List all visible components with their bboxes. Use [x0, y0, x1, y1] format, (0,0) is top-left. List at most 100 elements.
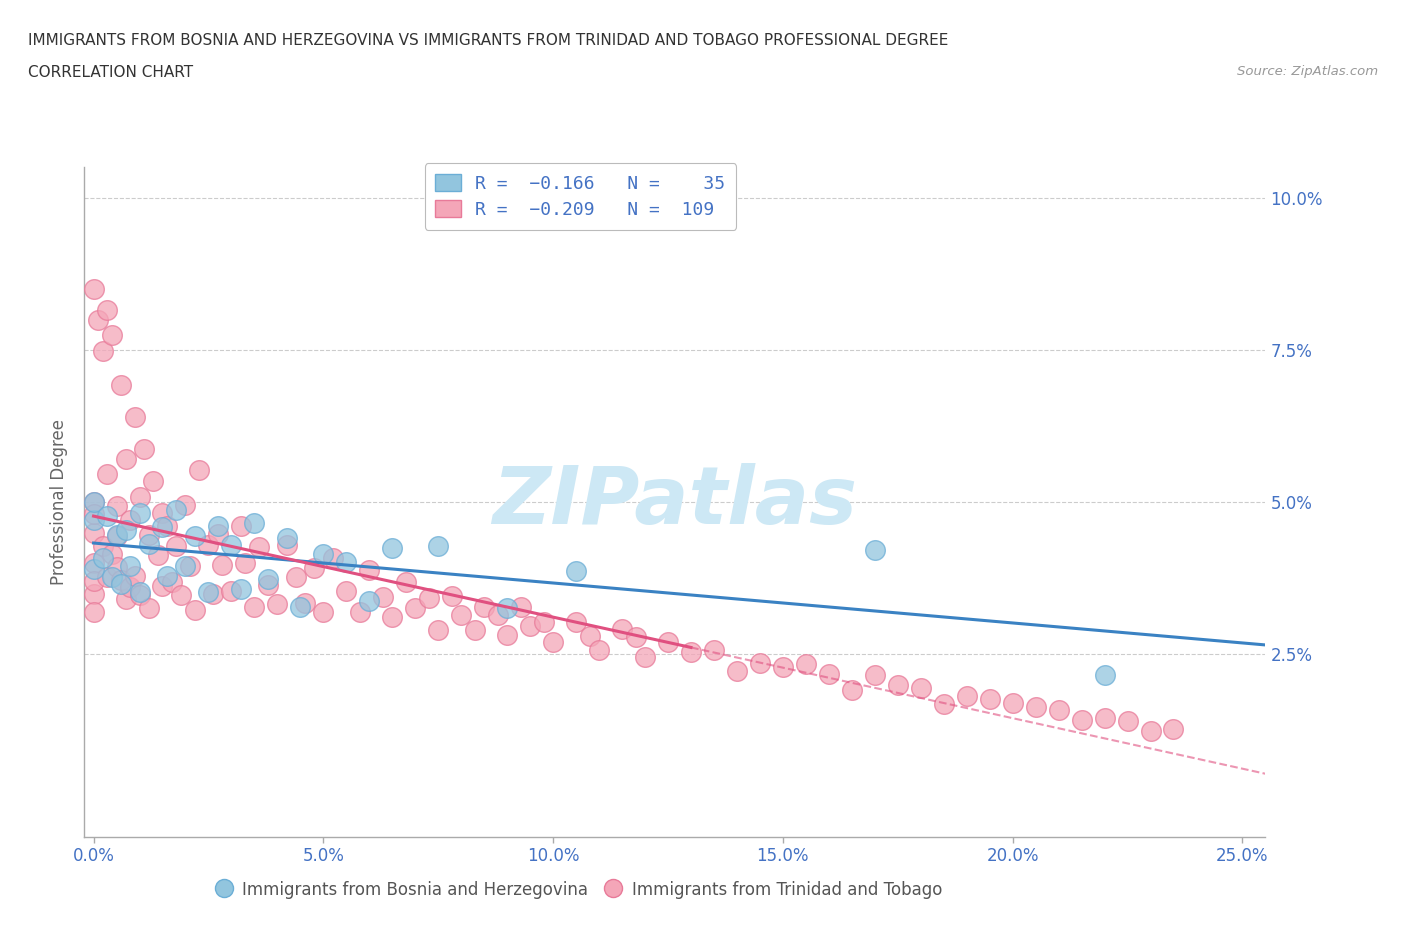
Point — [120, 559, 142, 574]
Point — [349, 604, 371, 619]
Point — [679, 644, 702, 659]
Point — [725, 664, 748, 679]
Point — [128, 490, 150, 505]
Point — [105, 498, 128, 513]
Point — [863, 668, 886, 683]
Point — [284, 569, 307, 584]
Point — [152, 578, 174, 593]
Point — [1047, 703, 1070, 718]
Point — [138, 601, 160, 616]
Point — [114, 451, 136, 466]
Point — [96, 508, 118, 523]
Point — [257, 578, 280, 592]
Point — [979, 692, 1001, 707]
Point — [381, 540, 404, 555]
Point — [404, 601, 426, 616]
Point — [610, 621, 633, 636]
Point — [156, 568, 179, 583]
Point — [290, 599, 312, 614]
Point — [229, 581, 252, 596]
Point — [207, 526, 229, 541]
Point — [312, 547, 335, 562]
Point — [565, 614, 588, 629]
Point — [565, 564, 588, 578]
Point — [101, 327, 124, 342]
Point — [887, 677, 910, 692]
Point — [120, 512, 142, 527]
Point — [142, 473, 165, 488]
Point — [1001, 696, 1024, 711]
Point — [87, 312, 110, 327]
Point — [841, 683, 863, 698]
Point — [221, 538, 243, 552]
Point — [657, 635, 679, 650]
Point — [96, 570, 118, 585]
Point — [83, 525, 105, 540]
Point — [128, 584, 150, 599]
Point — [83, 507, 105, 522]
Point — [302, 560, 325, 575]
Point — [188, 463, 211, 478]
Point — [624, 630, 647, 644]
Point — [120, 579, 142, 594]
Point — [83, 574, 105, 589]
Point — [91, 538, 114, 553]
Point — [243, 516, 266, 531]
Point — [105, 527, 128, 542]
Point — [146, 548, 169, 563]
Point — [197, 585, 219, 600]
Point — [83, 562, 105, 577]
Legend: Immigrants from Bosnia and Herzegovina, Immigrants from Trinidad and Tobago: Immigrants from Bosnia and Herzegovina, … — [212, 874, 949, 906]
Point — [294, 595, 316, 610]
Point — [183, 528, 205, 543]
Point — [359, 563, 381, 578]
Point — [418, 591, 440, 605]
Point — [486, 607, 509, 622]
Point — [748, 656, 770, 671]
Point — [128, 587, 150, 602]
Point — [932, 697, 955, 711]
Point — [83, 513, 105, 528]
Point — [165, 538, 187, 553]
Text: ZIPatlas: ZIPatlas — [492, 463, 858, 541]
Point — [197, 538, 219, 552]
Point — [533, 615, 555, 630]
Point — [541, 635, 564, 650]
Point — [114, 522, 136, 537]
Point — [910, 681, 932, 696]
Point — [510, 599, 533, 614]
Point — [105, 559, 128, 574]
Text: Source: ZipAtlas.com: Source: ZipAtlas.com — [1237, 65, 1378, 78]
Point — [138, 528, 160, 543]
Point — [114, 591, 136, 606]
Point — [110, 378, 132, 392]
Point — [1070, 712, 1092, 727]
Text: CORRELATION CHART: CORRELATION CHART — [28, 65, 193, 80]
Point — [276, 538, 298, 552]
Point — [211, 558, 233, 573]
Point — [83, 495, 105, 510]
Point — [105, 529, 128, 544]
Point — [83, 586, 105, 601]
Point — [83, 495, 105, 510]
Point — [179, 559, 201, 574]
Y-axis label: Professional Degree: Professional Degree — [51, 419, 69, 585]
Point — [1094, 668, 1116, 683]
Point — [956, 688, 979, 703]
Point — [110, 572, 132, 587]
Point — [83, 604, 105, 619]
Point — [427, 538, 450, 553]
Point — [221, 584, 243, 599]
Point — [464, 622, 486, 637]
Point — [772, 659, 794, 674]
Point — [1139, 724, 1161, 738]
Point — [588, 642, 610, 657]
Point — [83, 282, 105, 297]
Point — [381, 609, 404, 624]
Text: IMMIGRANTS FROM BOSNIA AND HERZEGOVINA VS IMMIGRANTS FROM TRINIDAD AND TOBAGO PR: IMMIGRANTS FROM BOSNIA AND HERZEGOVINA V… — [28, 33, 949, 47]
Point — [440, 589, 463, 604]
Point — [170, 588, 193, 603]
Point — [472, 600, 495, 615]
Point — [91, 551, 114, 565]
Point — [110, 577, 132, 591]
